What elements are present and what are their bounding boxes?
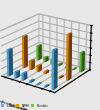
Legend: Li-ion, NiMH, Plumbic: Li-ion, NiMH, Plumbic xyxy=(0,102,50,109)
